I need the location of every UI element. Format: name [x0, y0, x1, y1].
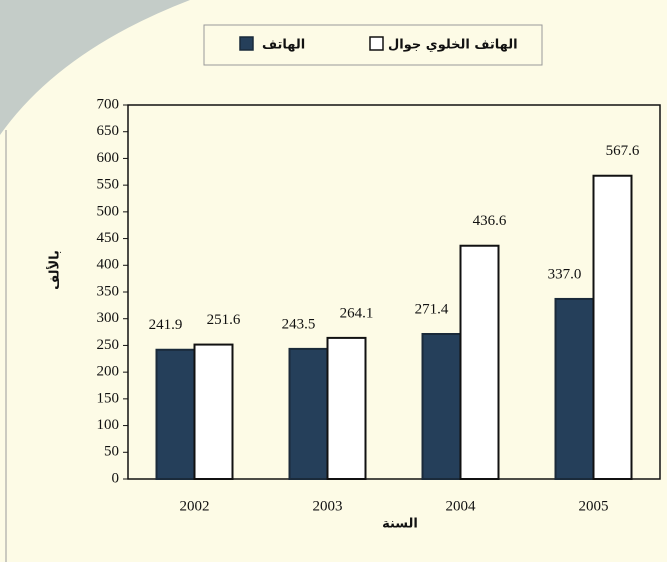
value-label: 436.6: [473, 213, 507, 229]
y-tick-label: 350: [97, 283, 120, 299]
y-tick-label: 550: [97, 177, 120, 193]
y-tick-label: 700: [97, 96, 120, 112]
x-tick-label: 2003: [313, 498, 343, 514]
y-tick-label: 0: [112, 470, 120, 486]
legend-label: الهاتف: [262, 38, 305, 53]
legend-swatch: [239, 36, 254, 51]
legend-swatch: [369, 36, 384, 51]
corner-swoosh: [0, 0, 190, 135]
value-label: 567.6: [606, 143, 640, 159]
legend-label: الهاتف الخلوي جوال: [388, 38, 518, 53]
bar: [421, 332, 462, 480]
x-tick-label: 2005: [579, 498, 609, 514]
value-label: 243.5: [282, 316, 316, 332]
bar: [288, 347, 329, 480]
bar: [554, 297, 595, 480]
y-tick-label: 600: [97, 150, 120, 166]
y-tick-label: 450: [97, 230, 120, 246]
y-tick-label: 50: [104, 444, 119, 460]
value-label: 251.6: [207, 312, 241, 328]
x-axis-label: السنة: [382, 517, 418, 532]
bar: [326, 336, 367, 480]
y-tick-label: 300: [97, 310, 120, 326]
bar: [193, 343, 234, 480]
bar: [155, 348, 196, 480]
bar: [459, 244, 500, 480]
y-tick-label: 400: [97, 257, 120, 273]
y-tick-label: 200: [97, 364, 120, 380]
y-tick-label: 100: [97, 417, 120, 433]
value-label: 264.1: [340, 305, 374, 321]
y-tick-label: 150: [97, 390, 120, 406]
y-tick-label: 250: [97, 337, 120, 353]
bar: [592, 174, 633, 480]
value-label: 337.0: [548, 266, 582, 282]
x-tick-label: 2004: [446, 498, 477, 514]
y-tick-label: 500: [97, 203, 120, 219]
value-label: 241.9: [149, 317, 183, 333]
y-tick-label: 650: [97, 123, 120, 139]
value-label: 271.4: [415, 301, 449, 317]
y-axis-label: بالألف: [46, 250, 63, 290]
x-tick-label: 2002: [180, 498, 210, 514]
